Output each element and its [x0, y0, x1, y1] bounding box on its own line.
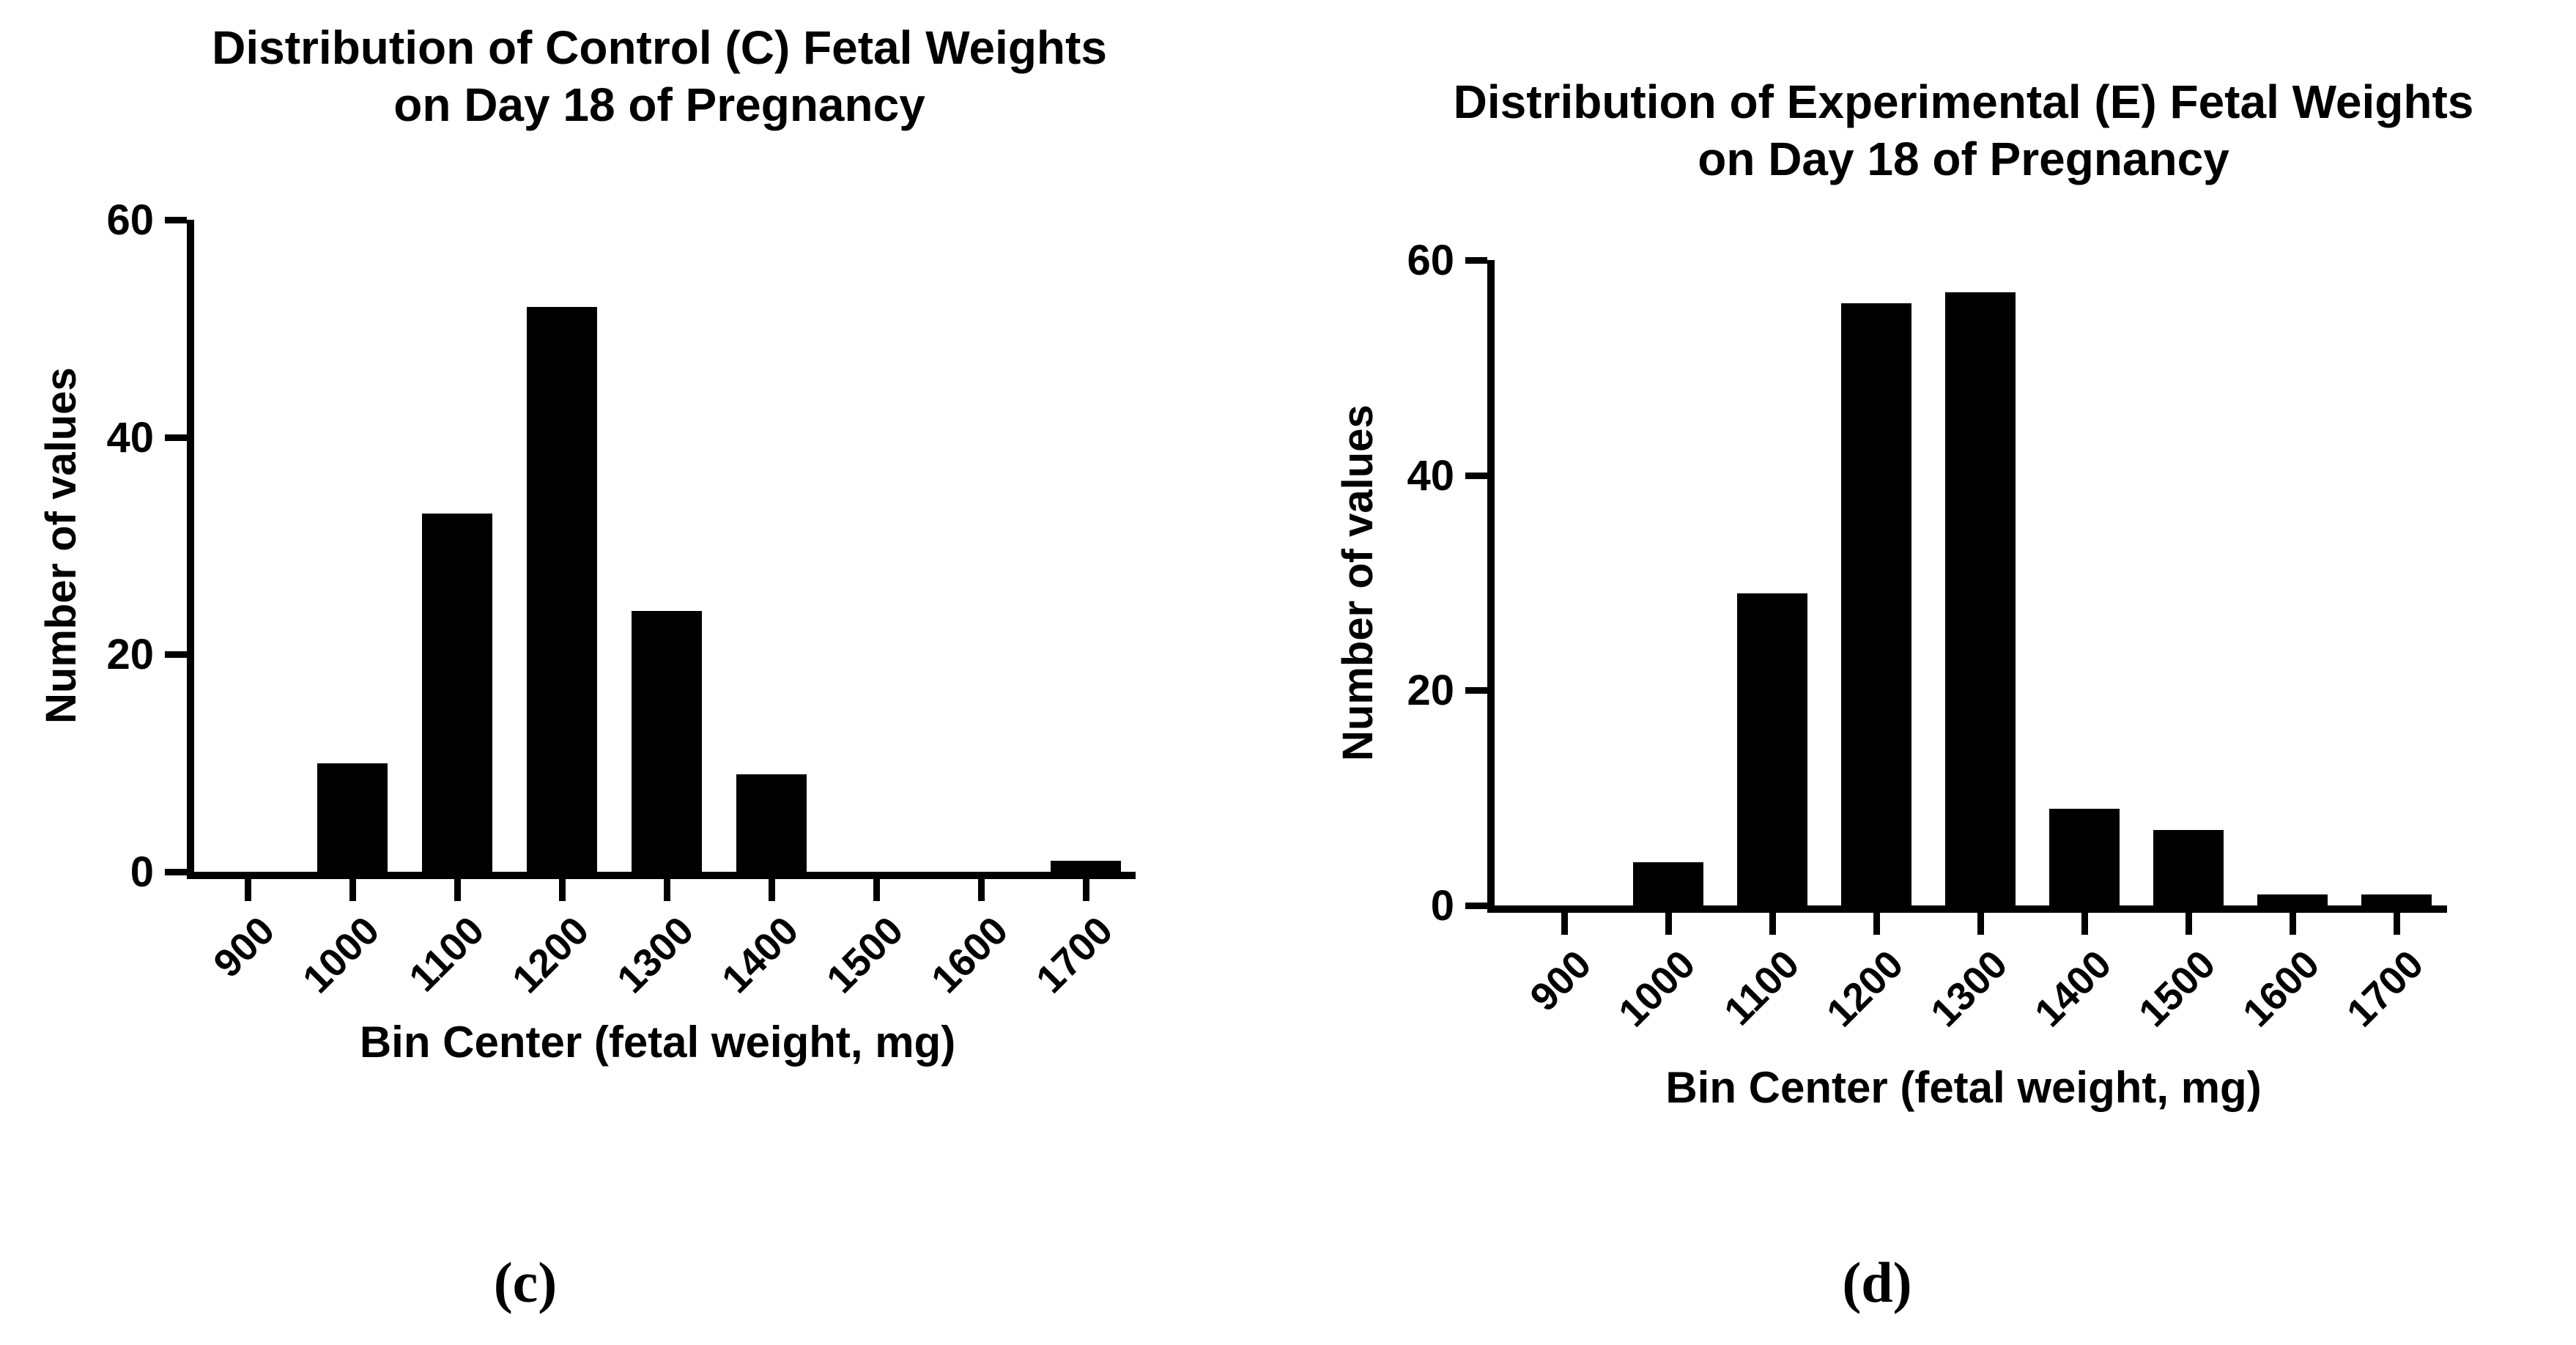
x-tick: [2394, 913, 2400, 935]
x-tick-label: 1000: [1610, 941, 1704, 1036]
histogram-bar-1200: [1841, 303, 1911, 905]
x-tick-label: 1100: [401, 908, 493, 1001]
histogram-bar-1700: [1051, 861, 1121, 872]
x-tick: [2290, 913, 2296, 935]
y-tick: [165, 434, 187, 441]
histogram-bar-1400: [2049, 808, 2120, 905]
control-plot-area: 0 20 40 60 900 1000 1100 1200 1300 1400 1500 1600 17…: [106, 199, 1136, 1001]
histogram-bar-1000: [1633, 862, 1703, 905]
x-tick-label: 1000: [294, 908, 388, 1002]
y-tick-label: 60: [1407, 237, 1454, 284]
x-tick-label: 1300: [1922, 941, 2016, 1036]
x-tick: [1977, 913, 1984, 935]
histogram-bar-1300: [1945, 292, 2016, 905]
y-tick: [165, 869, 187, 875]
y-tick-label: 60: [106, 196, 154, 244]
x-tick-label: 1600: [2234, 941, 2328, 1036]
x-tick: [454, 879, 461, 901]
y-tick: [1465, 257, 1487, 264]
x-tick: [769, 879, 775, 901]
histogram-bar-1100: [1737, 593, 1807, 905]
experimental-y-axis-label: Number of values: [1334, 404, 1382, 761]
experimental-plot-area: 0 20 40 60 900 1000 1100 1200 1300 1400 1500 1600 17…: [1407, 240, 2447, 1035]
experimental-x-axis-label: Bin Center (fetal weight, mg): [1665, 1063, 2262, 1112]
x-tick-label: 1200: [503, 908, 598, 1002]
histogram-bar-1600: [2257, 894, 2328, 905]
y-tick: [1465, 687, 1487, 694]
y-tick: [1465, 903, 1487, 909]
histogram-bar-1400: [736, 774, 807, 872]
y-tick-label: 0: [130, 848, 154, 896]
histogram-bar-1000: [317, 763, 388, 872]
histogram-bar-1500: [2153, 830, 2224, 905]
control-chart-title: Distribution of Control (C) Fetal Weight…: [212, 21, 1107, 132]
x-tick-label: 1600: [922, 908, 1017, 1002]
x-tick: [1083, 879, 1089, 901]
x-tick: [1665, 913, 1672, 935]
x-tick: [559, 879, 566, 901]
x-tick-label: 1500: [818, 908, 912, 1002]
x-tick: [1873, 913, 1880, 935]
x-tick: [873, 879, 880, 901]
panel-caption-c: (c): [493, 1250, 558, 1314]
histogram-bar-1300: [632, 611, 702, 872]
y-tick-label: 20: [106, 631, 154, 679]
x-tick-label: 900: [205, 908, 284, 987]
x-tick: [1769, 913, 1776, 935]
x-tick-label: 1700: [1027, 908, 1122, 1002]
y-tick-label: 0: [1430, 882, 1454, 930]
y-tick-label: 20: [1407, 667, 1454, 715]
x-tick-label: 1400: [713, 908, 807, 1002]
y-tick: [165, 651, 187, 659]
x-tick: [1561, 913, 1568, 935]
x-tick: [349, 879, 356, 901]
y-tick-label: 40: [1407, 451, 1454, 500]
y-tick-label: 40: [106, 413, 154, 462]
x-tick: [664, 879, 670, 901]
x-tick: [245, 879, 251, 901]
x-tick-label: 1500: [2130, 941, 2224, 1036]
x-tick: [2081, 913, 2088, 935]
control-x-axis-label: Bin Center (fetal weight, mg): [359, 1018, 956, 1067]
histogram-bar-1100: [422, 513, 492, 872]
control-y-axis-label: Number of values: [37, 367, 85, 725]
experimental-chart-title: Distribution of Experimental (E) Fetal W…: [1453, 75, 2474, 186]
x-tick-label: 1300: [608, 908, 703, 1002]
x-tick: [2185, 913, 2192, 935]
x-tick-label: 1400: [2026, 941, 2120, 1036]
x-tick-label: 1700: [2338, 941, 2432, 1036]
x-tick-label: 1200: [1818, 941, 1912, 1036]
y-tick: [1465, 472, 1487, 479]
x-tick-label: 1100: [1716, 941, 1808, 1034]
y-tick: [165, 217, 187, 223]
histogram-bar-1200: [527, 306, 597, 872]
histogram-bar-1700: [2361, 894, 2432, 905]
x-tick-label: 900: [1522, 941, 1600, 1020]
panel-caption-d: (d): [1842, 1250, 1912, 1314]
x-tick: [978, 879, 985, 901]
